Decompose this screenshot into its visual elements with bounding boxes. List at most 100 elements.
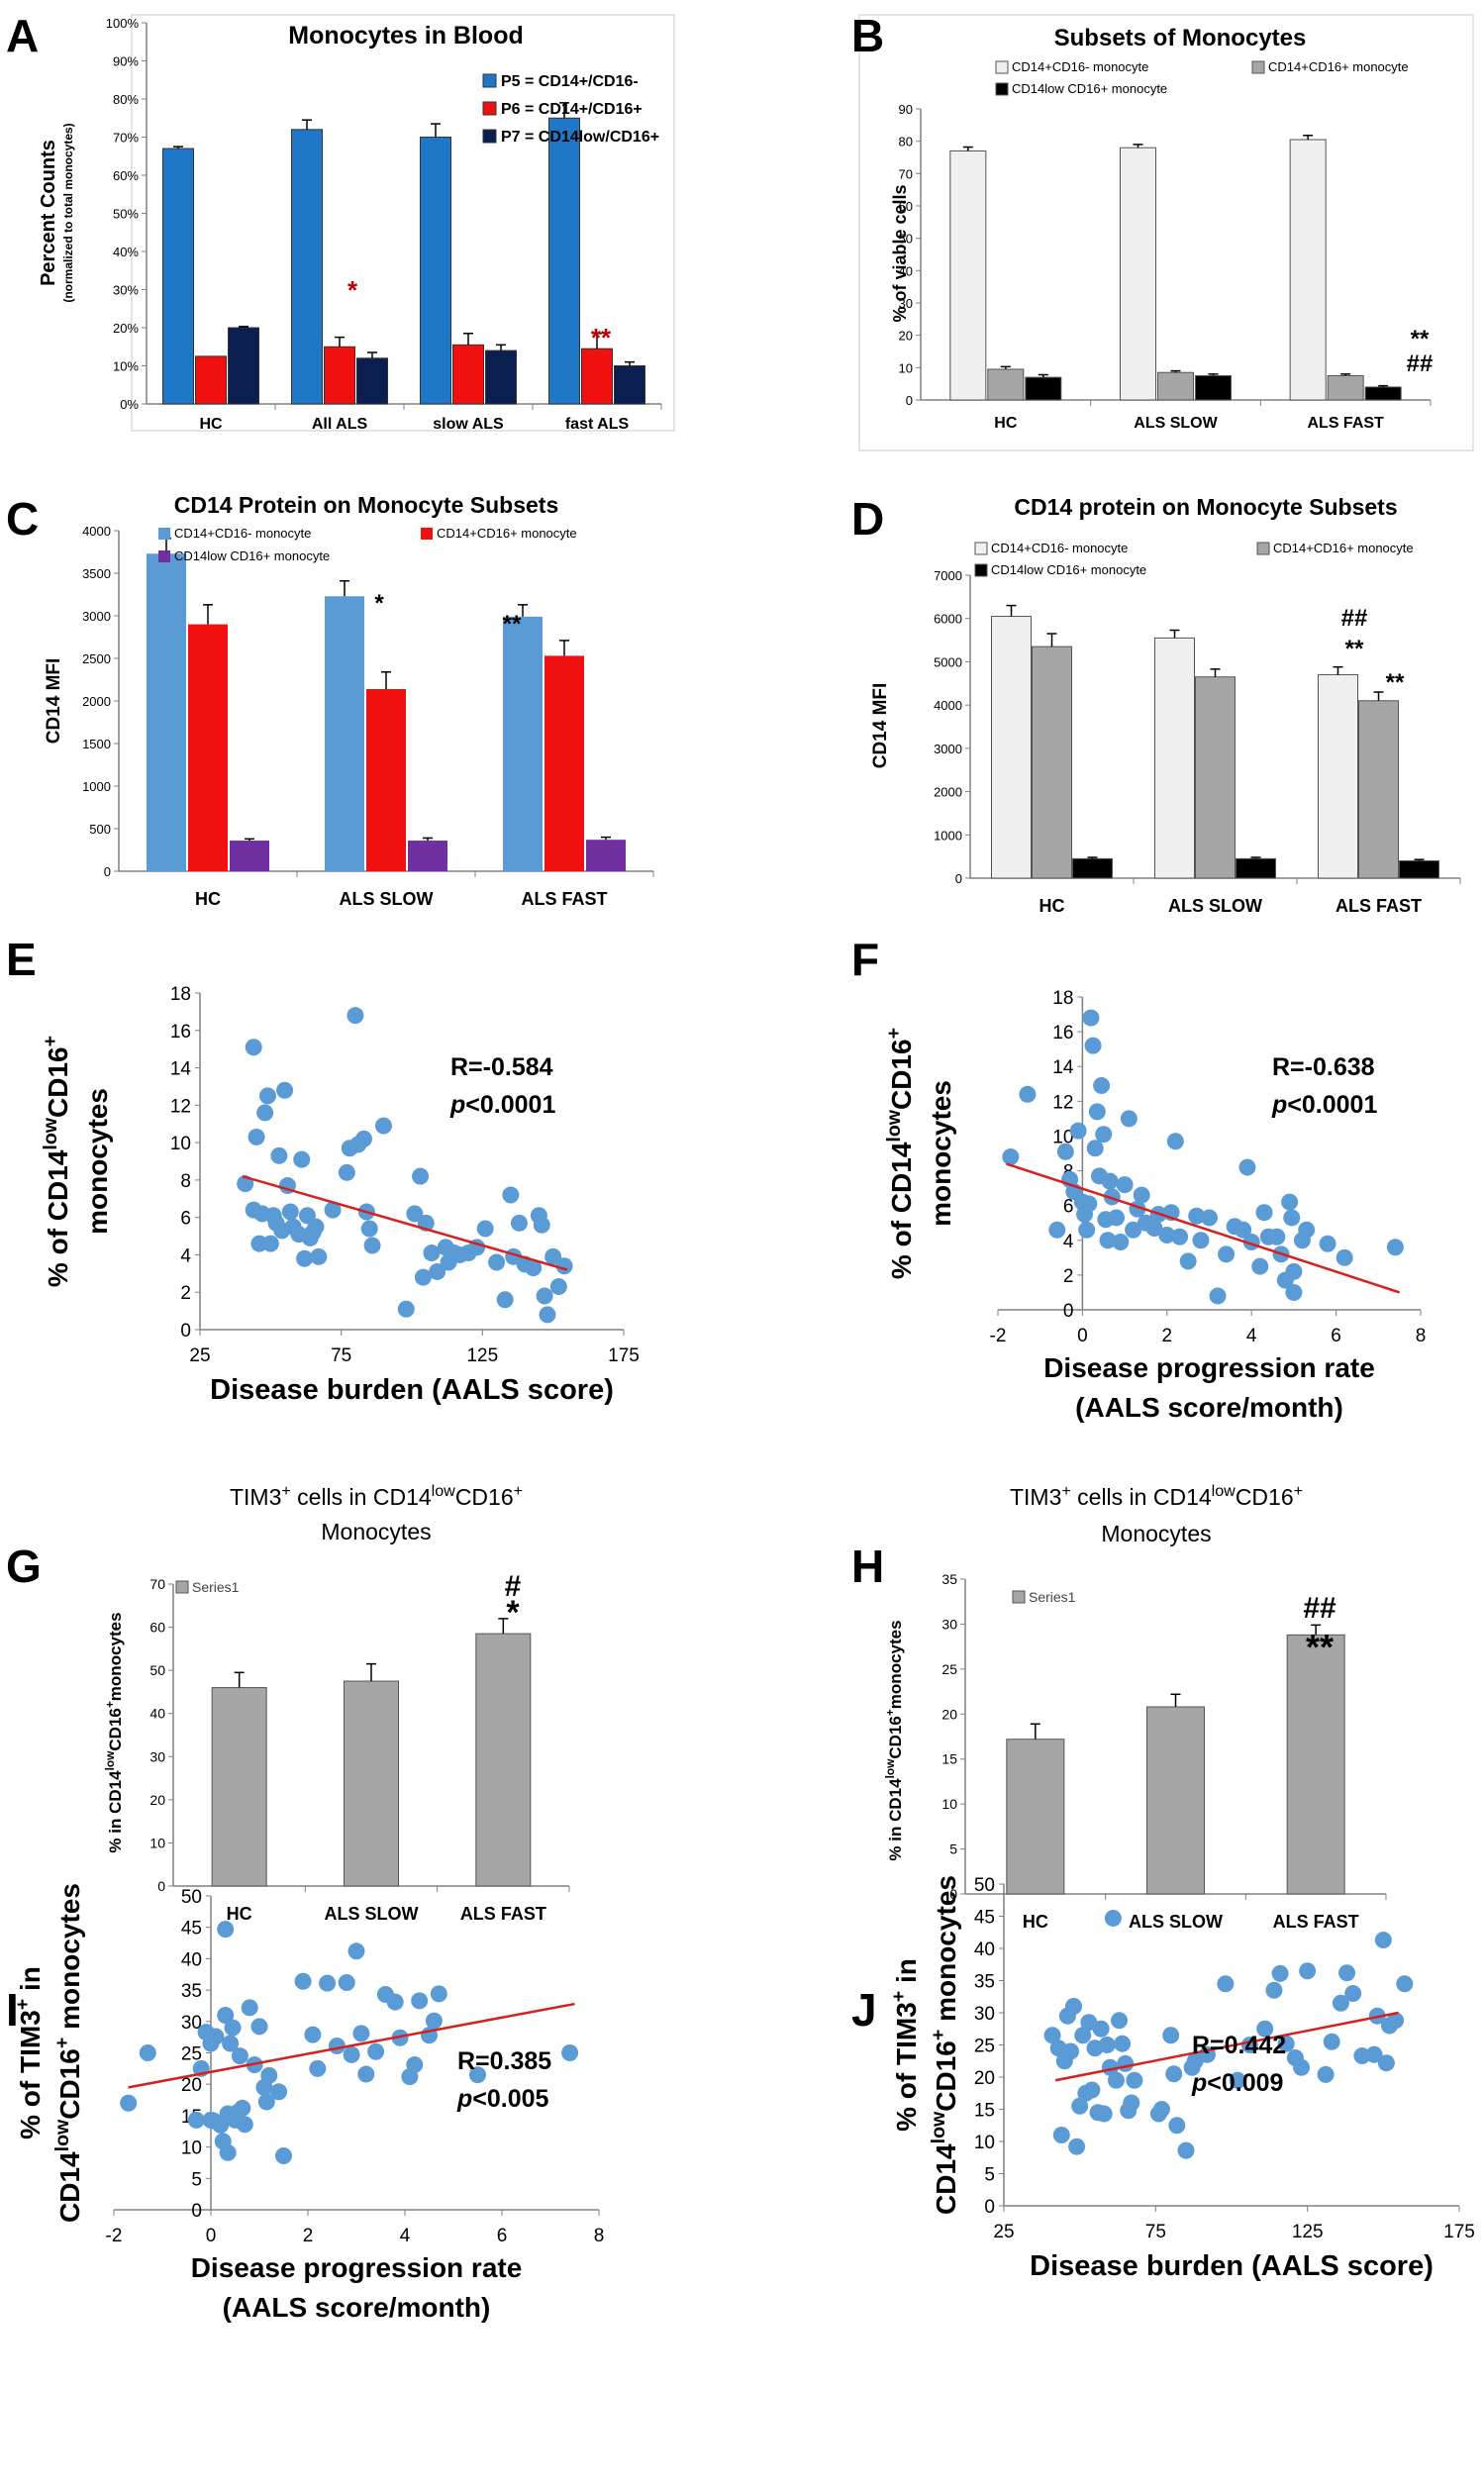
y-tick-label: 15 <box>941 1751 957 1767</box>
y-axis-label-sub-part: CD14 <box>931 2143 961 2215</box>
x-axis-label-sub: (AALS score/month) <box>223 2292 491 2323</box>
bar <box>452 344 484 405</box>
y-tick-label: 10 <box>899 360 913 375</box>
bar <box>324 346 355 405</box>
data-point <box>304 2026 322 2043</box>
data-point <box>469 2066 486 2084</box>
y-tick-label: 50 <box>899 232 913 247</box>
y-tick-label: 14 <box>1052 1057 1074 1078</box>
data-point <box>352 2025 370 2042</box>
y-tick-label: 20 <box>181 2075 202 2096</box>
data-point <box>1078 1221 1096 1239</box>
data-point <box>231 2047 248 2065</box>
bar <box>356 357 388 405</box>
x-tick-label: HC <box>1039 896 1065 916</box>
data-point <box>281 1203 299 1221</box>
y-tick-label: 50 <box>181 1887 202 1908</box>
x-tick-label: 8 <box>1416 1326 1427 1346</box>
x-tick-label: 75 <box>1145 2222 1166 2242</box>
chart-title: CD14 protein on Monocyte Subsets <box>1014 494 1397 520</box>
data-point <box>1093 1077 1111 1095</box>
x-tick-label: -2 <box>990 1326 1007 1346</box>
data-point <box>319 1974 337 1992</box>
bar <box>1146 1706 1205 1895</box>
x-tick-label: 75 <box>331 1345 351 1366</box>
data-point <box>1218 1245 1236 1263</box>
data-point <box>1188 1207 1206 1225</box>
y-axis-label-sub-part: + <box>51 2038 73 2048</box>
chart-title-part: cells in CD14 <box>1071 1484 1212 1510</box>
legend-swatch <box>158 528 170 540</box>
data-point <box>1396 1975 1414 1993</box>
data-point <box>1065 1998 1083 2015</box>
y-axis-label-part: % in CD14 <box>106 1770 125 1853</box>
panel-letter-j: J <box>851 1984 877 2036</box>
y-tick-label: 10 <box>941 1796 957 1812</box>
y-tick-label: 18 <box>1052 988 1073 1009</box>
stat-p-part: p <box>1271 1091 1287 1119</box>
bar <box>485 349 517 405</box>
bar <box>366 688 406 871</box>
significance-mark: ** <box>1306 1627 1334 1667</box>
y-axis-label: % in CD14lowCD16+monocytes <box>883 1620 905 1860</box>
data-point <box>502 1186 520 1204</box>
data-point <box>1255 1204 1273 1222</box>
y-axis-label-sub: CD14lowCD16+ monocytes <box>928 1875 961 2215</box>
data-point <box>1386 1239 1404 1256</box>
y-tick-label: 5 <box>949 1841 957 1857</box>
legend-swatch <box>175 1580 189 1594</box>
data-point <box>1179 1252 1197 1270</box>
data-point <box>406 2056 424 2074</box>
plot-frame <box>131 14 675 432</box>
y-axis-label-part: CD16 <box>886 1039 917 1110</box>
significance-mark: ** <box>1345 636 1364 662</box>
data-point <box>354 1130 372 1147</box>
x-tick-label: 125 <box>1292 2222 1324 2242</box>
panel-i: 05101520253035404550-202468R=0.385p<0.00… <box>12 1883 604 2323</box>
x-tick-label: 4 <box>1246 1326 1257 1346</box>
panel-a: 0% 10% 20% 30% 40% 50% 60% 70% 80% 90% 100% HC All A… <box>38 14 675 433</box>
x-tick-label: HC <box>994 415 1018 432</box>
y-axis-label-sub: monocytes <box>82 1088 113 1235</box>
trend-line <box>242 1174 568 1271</box>
data-point <box>1056 1143 1074 1160</box>
y-tick-label: 100% <box>106 16 140 31</box>
x-tick-label: 0 <box>1077 1326 1088 1346</box>
x-axis-label: Disease burden (AALS score) <box>1030 2250 1434 2282</box>
data-point <box>1277 2035 1295 2052</box>
data-point <box>1217 1975 1235 1993</box>
data-point <box>1133 1186 1150 1204</box>
legend-label: CD14low CD16+ monocyte <box>174 548 330 563</box>
y-tick-label: 15 <box>974 2101 995 2122</box>
y-axis-label-sub-part: low <box>928 2111 949 2143</box>
legend-swatch <box>974 563 988 577</box>
y-tick-label: 1500 <box>82 737 111 751</box>
data-point <box>1299 1962 1317 1980</box>
x-tick-label: ALS FAST <box>1307 415 1384 432</box>
data-point <box>1082 1009 1100 1027</box>
data-point <box>346 1007 364 1025</box>
data-point <box>338 1163 355 1181</box>
stat-p-part: p <box>449 1091 465 1119</box>
x-tick-label: ALS SLOW <box>325 1904 419 1924</box>
data-point <box>207 2028 225 2045</box>
bar <box>211 1687 267 1887</box>
chart-title-part: TIM3 <box>1010 1484 1061 1510</box>
data-point <box>1166 1133 1184 1150</box>
y-tick-label: 4000 <box>82 524 111 539</box>
data-point <box>1192 1232 1210 1249</box>
y-tick-label: 5 <box>984 2165 995 2186</box>
legend-swatch <box>1012 1590 1026 1604</box>
y-tick-label: 6 <box>1063 1197 1074 1218</box>
bar <box>548 117 580 405</box>
chart-title-sub: Monocytes <box>321 1519 431 1544</box>
y-tick-label: 10 <box>974 2133 995 2153</box>
y-tick-label: 0 <box>949 1886 957 1902</box>
y-axis-label-part: + <box>103 1701 117 1708</box>
bar <box>1358 700 1399 879</box>
data-point <box>120 2094 138 2112</box>
y-tick-label: 30 <box>974 2004 995 2025</box>
chart-title: Monocytes in Blood <box>288 22 524 50</box>
y-tick-label: 10% <box>113 359 139 374</box>
x-tick-label: ALS FAST <box>460 1904 546 1924</box>
